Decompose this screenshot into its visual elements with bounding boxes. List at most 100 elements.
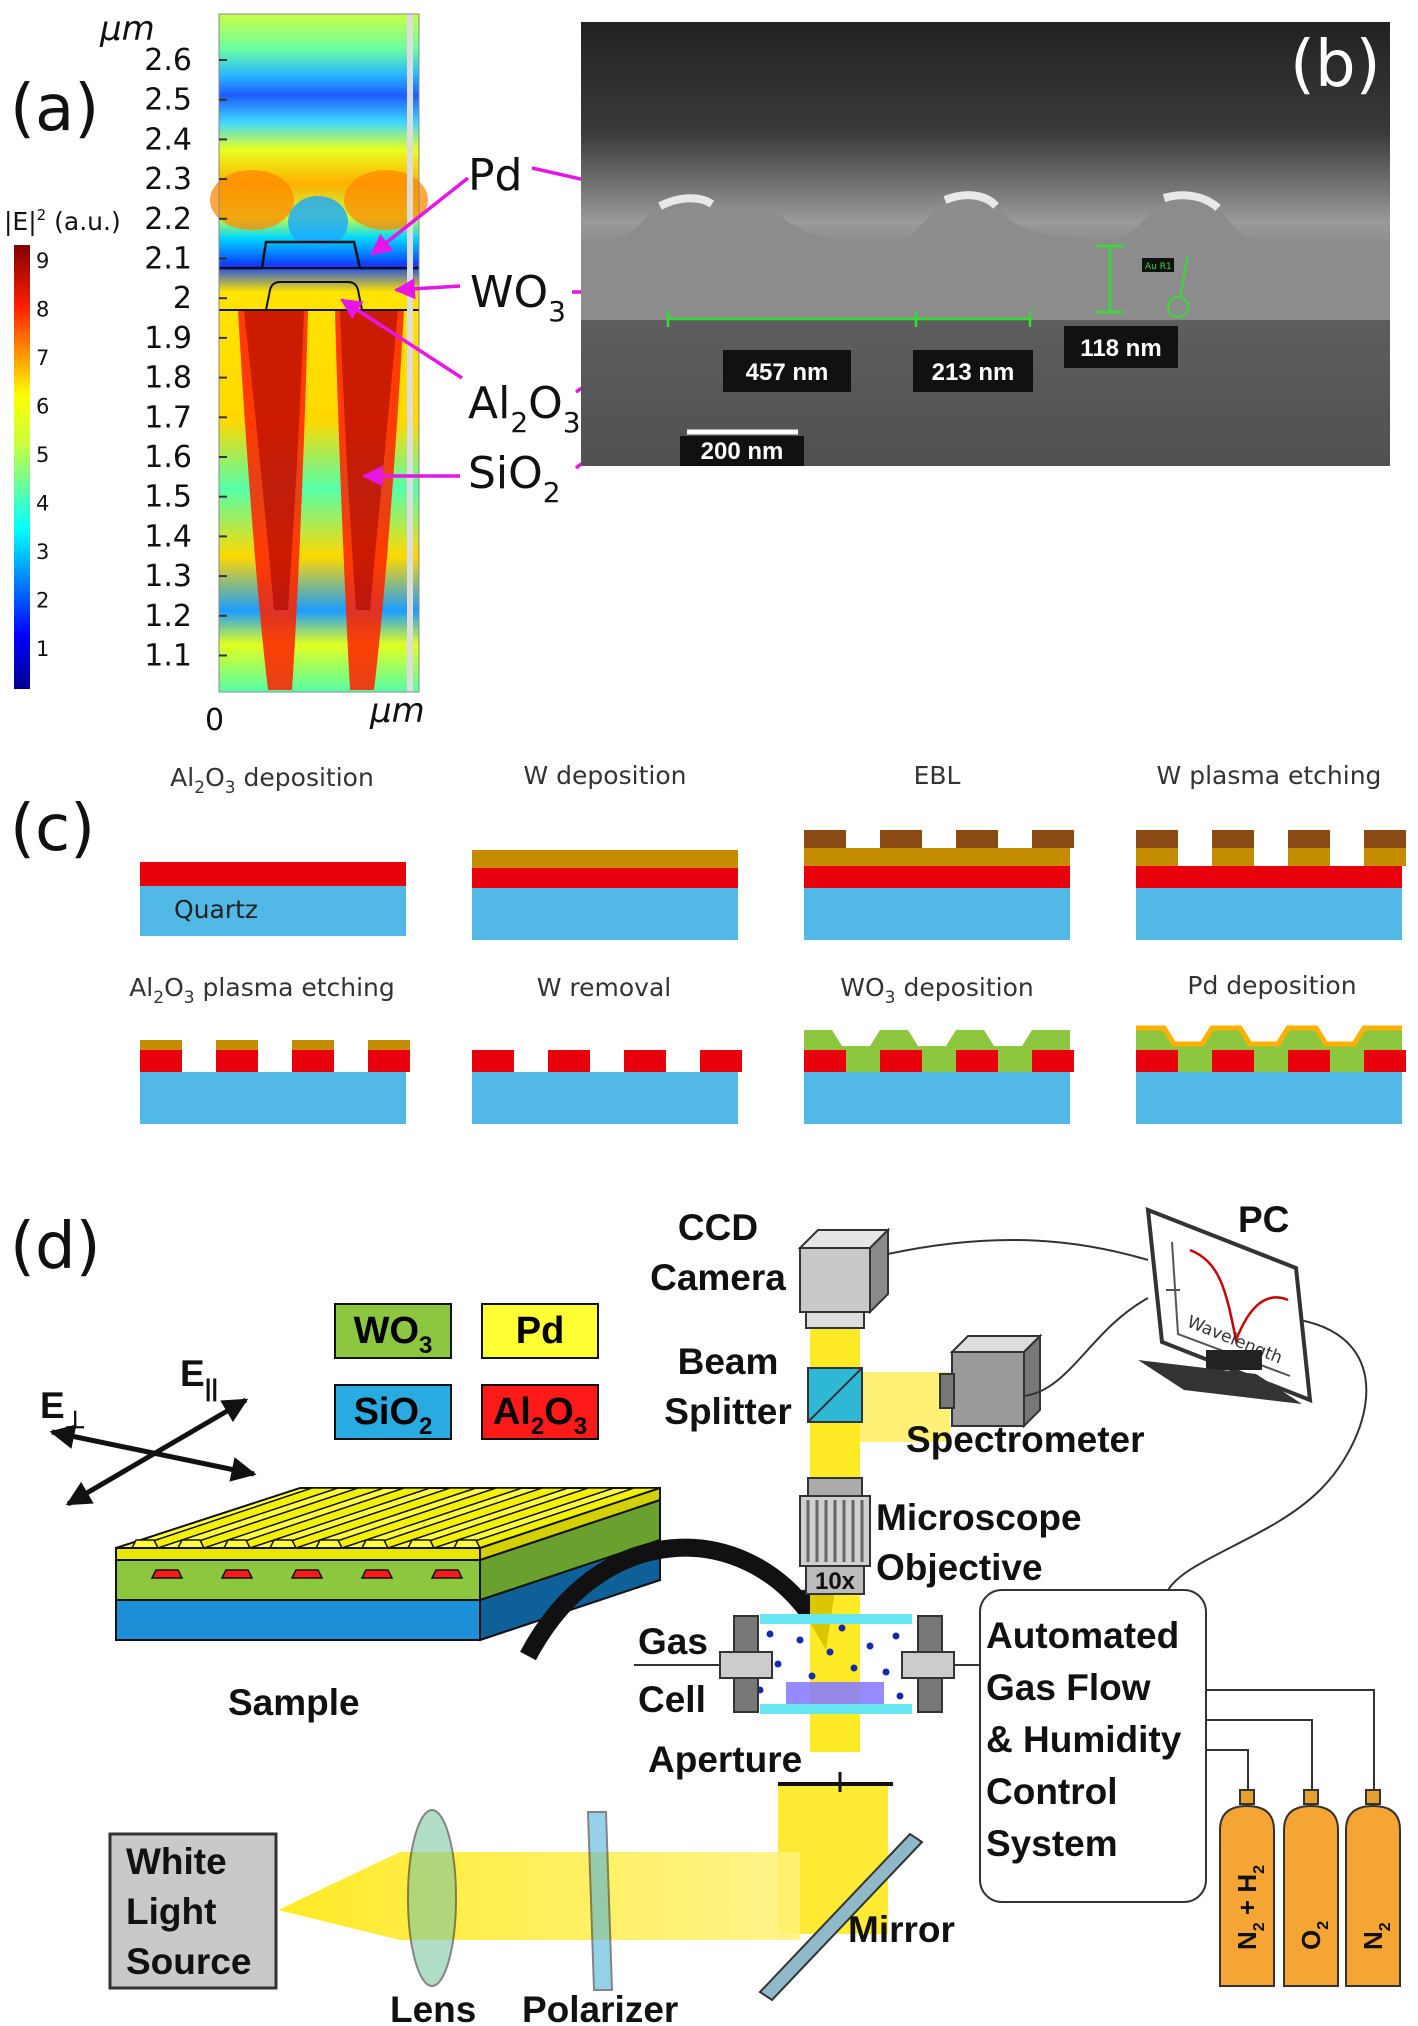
mirror-element bbox=[758, 1832, 924, 2002]
resist-block bbox=[1136, 830, 1178, 848]
y-axis-unit: μm bbox=[99, 9, 155, 49]
gas-cell: Gas Cell bbox=[634, 1614, 990, 1720]
gas-cylinder bbox=[1345, 1804, 1401, 1987]
aperture-label: Aperture bbox=[648, 1739, 802, 1780]
colorbar-tick-label: 2 bbox=[36, 589, 49, 613]
legend-al2o3-s1: 2 bbox=[531, 1413, 544, 1440]
beam-splitter-diagonal bbox=[807, 1367, 863, 1423]
colorbar-tick-label: 5 bbox=[36, 443, 49, 467]
objective-magnification: 10x bbox=[815, 1568, 856, 1595]
light-source-line-3: Source bbox=[126, 1941, 251, 1982]
y-tick-label: 2.3 bbox=[144, 162, 192, 197]
y-tick-label: 1.8 bbox=[144, 361, 192, 396]
y-axis-unit-text: μm bbox=[99, 9, 155, 49]
process-step-6: W removal bbox=[472, 973, 742, 1124]
cylinder-label-s1: 2 bbox=[1315, 1921, 1332, 1930]
arrow-pd-to-map bbox=[370, 176, 470, 256]
w-mask-block bbox=[1136, 848, 1178, 866]
control-line-1: Automated bbox=[986, 1615, 1179, 1656]
pd-ridge-outline bbox=[260, 240, 362, 269]
gas-line-n2h2 bbox=[1206, 1749, 1249, 1796]
spectrometer-side bbox=[1023, 1333, 1041, 1429]
al2o3-line bbox=[216, 1050, 258, 1072]
arrow-al2o3-to-map bbox=[340, 298, 463, 380]
label-sio2-base: SiO bbox=[468, 448, 543, 499]
resist-block bbox=[1364, 830, 1406, 848]
y-tick-label: 1.2 bbox=[144, 599, 192, 634]
step-3-quartz bbox=[804, 888, 1070, 940]
step-3-w bbox=[804, 848, 1070, 866]
gas-cell-label-1: Gas bbox=[638, 1621, 708, 1662]
pd-ridge-front bbox=[452, 1539, 482, 1549]
step-2-quartz bbox=[472, 888, 738, 940]
panel-a-letter: (a) bbox=[10, 72, 99, 146]
al2o3-bump bbox=[360, 1569, 394, 1579]
colorbar-tick-label: 1 bbox=[36, 637, 49, 661]
step-5-pre: Al bbox=[129, 973, 153, 1002]
step-1-mid: O bbox=[205, 763, 225, 792]
cylinder-valve bbox=[1303, 1789, 1319, 1805]
spectrometer: Spectrometer bbox=[906, 1297, 1149, 1460]
microscope-objective: 10x Microscope Objective bbox=[799, 1477, 1082, 1595]
step-1-al2o3 bbox=[140, 862, 406, 886]
step-1-pre: Al bbox=[170, 763, 194, 792]
resist-block bbox=[1288, 830, 1330, 848]
control-system-box bbox=[979, 1589, 1207, 1903]
resist-block bbox=[880, 830, 922, 848]
polarizer-element bbox=[586, 1811, 614, 1991]
step-6-quartz bbox=[472, 1072, 738, 1124]
y-tick-label: 1.4 bbox=[144, 519, 192, 554]
colorbar-title-suffix: (a.u.) bbox=[46, 207, 121, 236]
step-4-quartz bbox=[1136, 888, 1402, 940]
legend-sio2-swatch bbox=[334, 1384, 452, 1440]
step-1-post: deposition bbox=[236, 763, 374, 792]
label-box-457 bbox=[723, 350, 851, 392]
resist-block bbox=[956, 830, 998, 848]
horizontal-beam bbox=[278, 1852, 800, 1940]
spectrometer-label: Spectrometer bbox=[906, 1419, 1145, 1460]
pd-ridge-front bbox=[176, 1539, 206, 1549]
sem-tag: Au R1 bbox=[1145, 262, 1172, 272]
legend-al2o3-s2: 3 bbox=[574, 1413, 587, 1440]
step-6-pattern bbox=[472, 1050, 742, 1072]
step-3-title: EBL bbox=[914, 761, 961, 790]
pd-ridge-front bbox=[314, 1539, 344, 1549]
y-tick-label: 1.5 bbox=[144, 480, 192, 515]
al2o3-line bbox=[472, 1050, 514, 1072]
ccd-camera: CCD Camera bbox=[650, 1207, 891, 1329]
sample-al2o3-lines bbox=[150, 1569, 464, 1579]
lens: Lens bbox=[390, 1809, 476, 2026]
al2o3-line bbox=[1288, 1050, 1330, 1072]
light-source-line-1: White bbox=[126, 1841, 227, 1882]
colorbar-tick-label: 9 bbox=[36, 249, 49, 273]
lens-label: Lens bbox=[390, 1989, 476, 2026]
gas-molecule bbox=[850, 1664, 858, 1672]
cylinder-label-a: O bbox=[1296, 1930, 1326, 1950]
beam-splitter-label-2: Splitter bbox=[664, 1391, 791, 1432]
legend-pd-swatch bbox=[481, 1303, 599, 1359]
gas-cell-top-window bbox=[760, 1614, 912, 1624]
al2o3-line bbox=[1364, 1050, 1406, 1072]
x-axis-unit: μm bbox=[369, 691, 425, 731]
resist-block bbox=[1212, 830, 1254, 848]
legend-al2o3-b: O bbox=[544, 1391, 574, 1433]
w-mask-block bbox=[1288, 848, 1330, 866]
step-7-quartz bbox=[804, 1072, 1070, 1124]
y-tick-label: 2.1 bbox=[144, 242, 192, 277]
label-box-118 bbox=[1064, 326, 1178, 368]
sample-placement-arrow bbox=[520, 1538, 816, 1661]
gas-cylinder bbox=[1219, 1804, 1275, 1987]
objective-label-1: Microscope bbox=[876, 1497, 1082, 1538]
step-8-quartz bbox=[1136, 1072, 1402, 1124]
step-4-title: W plasma etching bbox=[1157, 761, 1382, 790]
beam-splitter-label-1: Beam bbox=[678, 1341, 779, 1382]
gas-cell-sample bbox=[786, 1682, 884, 1704]
e-par-sub: || bbox=[205, 1375, 218, 1402]
sem-tag-box bbox=[1142, 258, 1174, 272]
control-line-3: & Humidity bbox=[986, 1719, 1182, 1760]
measure-457: 457 nm bbox=[746, 359, 829, 386]
step-2-w bbox=[472, 850, 738, 868]
al2o3-line bbox=[880, 1050, 922, 1072]
white-light-source: White Light Source bbox=[108, 1832, 278, 1990]
